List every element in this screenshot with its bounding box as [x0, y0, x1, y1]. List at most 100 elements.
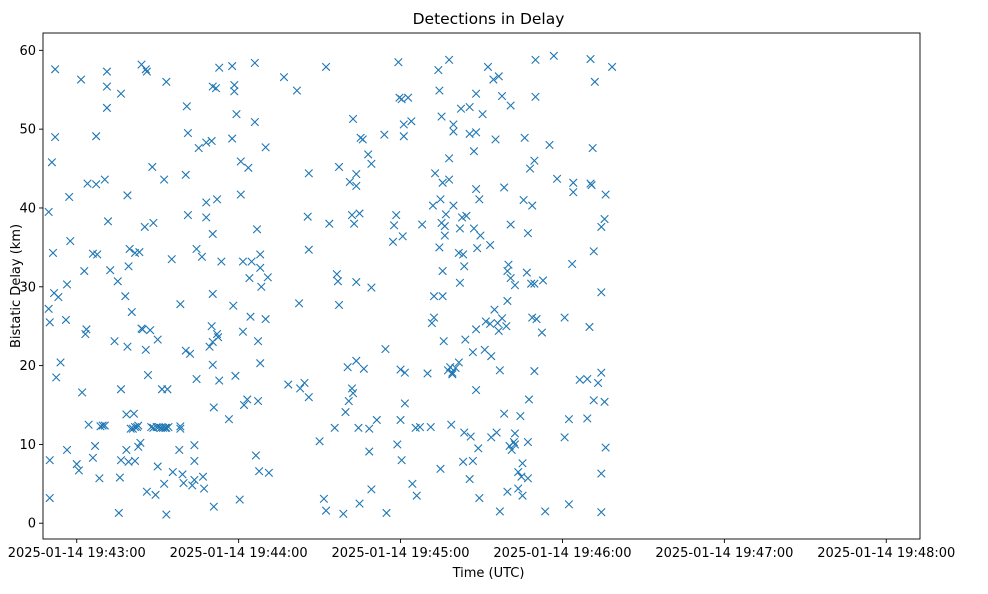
- data-point: [194, 143, 203, 153]
- data-point: [469, 147, 479, 156]
- data-point: [215, 376, 224, 385]
- data-point: [256, 359, 265, 368]
- data-point: [352, 181, 361, 191]
- data-point: [441, 210, 451, 219]
- data-point: [209, 403, 219, 412]
- data-point: [48, 248, 58, 258]
- data-point: [348, 114, 358, 124]
- data-point: [481, 317, 491, 326]
- data-point: [454, 248, 464, 258]
- data-point: [494, 326, 503, 336]
- data-point: [236, 157, 245, 166]
- data-point: [506, 220, 515, 229]
- data-point: [239, 400, 249, 410]
- data-point: [325, 219, 334, 228]
- data-point: [394, 57, 403, 67]
- data-point: [435, 243, 444, 252]
- data-point: [181, 346, 190, 355]
- data-point: [142, 487, 152, 496]
- data-point: [207, 322, 216, 331]
- data-point: [134, 442, 143, 451]
- data-point: [552, 174, 562, 183]
- data-point: [583, 374, 592, 384]
- data-point: [352, 356, 361, 366]
- data-point: [279, 72, 289, 82]
- data-point: [54, 292, 63, 302]
- data-point: [525, 164, 535, 173]
- data-point: [438, 292, 447, 301]
- data-point: [436, 195, 445, 204]
- data-point: [593, 378, 603, 388]
- data-point: [465, 102, 474, 112]
- data-point: [503, 296, 512, 306]
- data-point: [400, 399, 410, 408]
- data-point: [183, 128, 193, 138]
- x-tick-label: 2025-01-14 19:45:00: [332, 546, 470, 561]
- data-point: [530, 156, 539, 165]
- data-point: [321, 506, 331, 515]
- data-point: [115, 473, 125, 482]
- data-point: [504, 260, 513, 269]
- data-point: [436, 464, 445, 474]
- data-point: [127, 307, 136, 317]
- data-point: [454, 358, 464, 367]
- data-point: [91, 132, 101, 141]
- data-point: [597, 508, 606, 517]
- data-point: [207, 136, 216, 146]
- data-point: [560, 313, 569, 322]
- data-point: [589, 247, 598, 256]
- data-point: [284, 380, 293, 389]
- data-point: [444, 55, 454, 64]
- data-point: [129, 409, 139, 418]
- data-point: [62, 280, 72, 289]
- data-point: [182, 102, 192, 111]
- data-point: [517, 472, 526, 481]
- data-point: [185, 349, 195, 358]
- data-point: [224, 415, 234, 424]
- data-point: [365, 447, 374, 456]
- data-point: [64, 192, 74, 202]
- data-point: [202, 198, 211, 207]
- data-point: [509, 437, 519, 447]
- data-point: [458, 250, 468, 259]
- y-tick-label: 10: [19, 438, 36, 453]
- data-point: [164, 422, 173, 432]
- data-point: [45, 318, 54, 327]
- data-point: [531, 92, 540, 102]
- data-point: [460, 428, 469, 437]
- data-point: [142, 67, 152, 76]
- data-point: [398, 232, 407, 241]
- data-point: [396, 365, 405, 374]
- data-point: [478, 109, 487, 119]
- data-point: [601, 190, 610, 199]
- data-point: [471, 184, 481, 194]
- x-axis-label: Time (UTC): [452, 566, 525, 581]
- data-point: [514, 467, 523, 477]
- plot-frame: [42, 32, 921, 540]
- data-point: [76, 75, 86, 84]
- data-point: [124, 262, 133, 271]
- data-point: [334, 300, 344, 310]
- data-point: [359, 364, 369, 373]
- data-point: [380, 130, 389, 139]
- data-point: [569, 178, 578, 187]
- data-point: [497, 314, 507, 323]
- data-point: [227, 134, 237, 143]
- data-point: [198, 472, 208, 481]
- data-point: [522, 268, 532, 277]
- data-point: [205, 342, 214, 351]
- data-point: [190, 475, 199, 485]
- data-point: [82, 325, 91, 334]
- data-point: [213, 333, 223, 342]
- data-point: [62, 445, 72, 455]
- data-point: [428, 201, 438, 210]
- data-point: [438, 178, 447, 187]
- data-point: [125, 244, 134, 254]
- data-point: [253, 336, 263, 346]
- data-point: [145, 325, 155, 335]
- data-point: [412, 491, 421, 500]
- data-point: [495, 507, 505, 516]
- data-point: [495, 366, 505, 375]
